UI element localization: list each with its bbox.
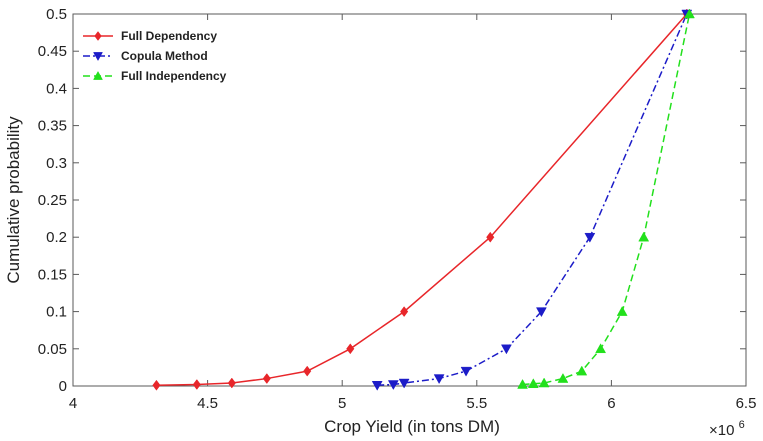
legend-marker [93, 70, 103, 80]
y-axis-label: Cumulative probability [4, 116, 23, 284]
legend-item: Full Independency [83, 69, 227, 83]
data-point-marker [486, 231, 495, 243]
legend-label: Full Dependency [121, 29, 217, 43]
data-point-marker [535, 307, 547, 318]
data-point-marker [303, 365, 312, 377]
data-point-marker [460, 366, 472, 377]
data-point-marker [557, 373, 569, 383]
x-tick-label: 5 [338, 395, 346, 412]
data-point-marker [500, 344, 512, 355]
y-tick-label: 0.1 [46, 304, 67, 321]
x-axis-multiplier-exponent: 6 [739, 419, 745, 431]
legend-item: Copula Method [83, 49, 208, 63]
y-tick-label: 0.5 [46, 6, 67, 23]
data-point-marker [638, 231, 650, 242]
y-tick-label: 0.3 [46, 155, 67, 172]
y-tick-label: 0.35 [38, 118, 67, 135]
y-tick-label: 0 [59, 378, 67, 395]
y-tick-label: 0.4 [46, 80, 67, 97]
legend-item: Full Dependency [83, 29, 217, 43]
plot-area [72, 13, 747, 387]
data-point-marker [346, 343, 355, 355]
legend-marker [93, 52, 103, 62]
x-tick-label: 6.5 [736, 395, 757, 412]
legend-marker [94, 31, 102, 41]
x-tick-label: 5.5 [466, 395, 487, 412]
x-axis-multiplier: ×10 6 [709, 419, 745, 439]
axis-ticks: 4 4.5 5 5.5 6 6.5 0 0.05 0.1 0.15 0.2 0.25 0.3 0.35 0.… [38, 6, 757, 412]
data-point-marker [433, 374, 445, 385]
data-point-marker [387, 380, 399, 391]
data-point-marker [538, 377, 550, 388]
series-layer [152, 8, 695, 391]
data-point-marker [152, 379, 161, 391]
data-point-marker [400, 306, 409, 318]
x-tick-label: 4 [69, 395, 77, 412]
x-tick-label: 4.5 [197, 395, 218, 412]
data-point-marker [527, 378, 539, 389]
data-point-marker [398, 378, 410, 389]
series-3 [517, 8, 695, 389]
data-point-marker [576, 365, 588, 376]
y-tick-label: 0.05 [38, 341, 67, 358]
x-axis-label: Crop Yield (in tons DM) [324, 417, 500, 436]
legend-label: Copula Method [121, 49, 208, 63]
x-axis-multiplier-base: ×10 [709, 422, 734, 439]
data-point-marker [192, 379, 201, 390]
data-point-marker [227, 377, 236, 389]
y-tick-label: 0.2 [46, 229, 67, 246]
y-tick-label: 0.15 [38, 266, 67, 283]
data-point-marker [595, 343, 607, 354]
data-point-marker [371, 381, 383, 391]
data-point-marker [684, 8, 695, 19]
y-tick-label: 0.25 [38, 192, 67, 209]
legend-label: Full Independency [121, 69, 227, 83]
series-2 [371, 9, 693, 391]
data-point-marker [584, 232, 596, 243]
legend: Full Dependency Copula Method Full Indepen… [83, 29, 227, 83]
x-tick-label: 6 [607, 395, 615, 412]
y-tick-label: 0.45 [38, 43, 67, 60]
data-point-marker [517, 378, 528, 389]
data-point-marker [616, 306, 628, 316]
data-point-marker [262, 373, 271, 384]
